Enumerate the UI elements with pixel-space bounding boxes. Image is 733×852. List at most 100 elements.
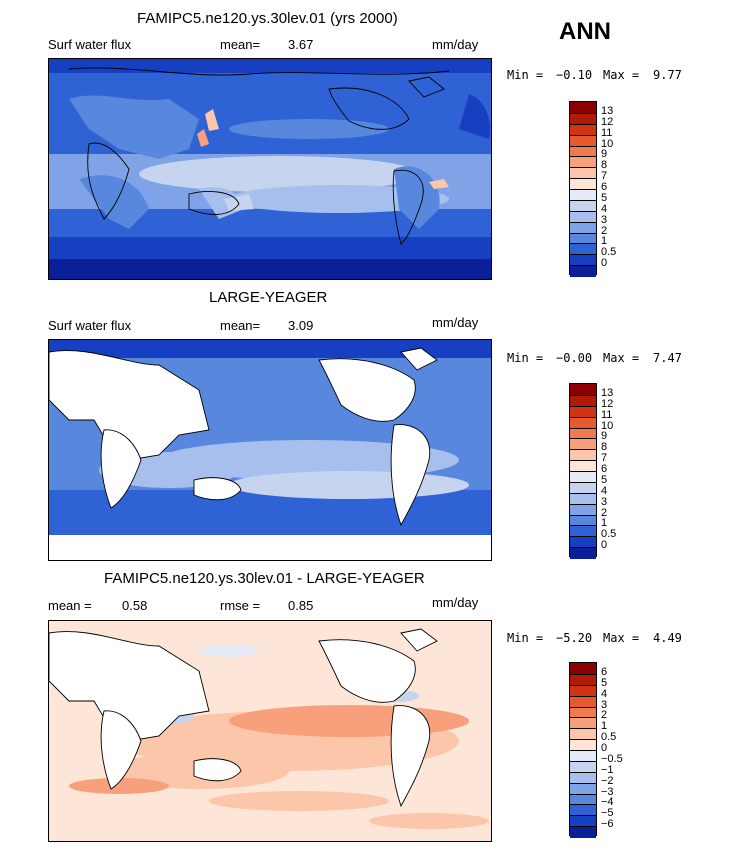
colorbar-swatch xyxy=(570,717,596,730)
colorbar-swatch xyxy=(570,782,596,795)
panel-3-max-label: Max = xyxy=(603,631,640,645)
panel-3-colorbar: 6 5 4 3 2 1 0.5 0 −0.5 −1 −2 −3 −4 −5 −6 xyxy=(569,662,623,838)
colorbar-swatch xyxy=(570,123,596,136)
panel-1-units: mm/day xyxy=(432,37,479,52)
colorbar-tick-label: 11 xyxy=(601,126,613,139)
colorbar-tick-label: 4 xyxy=(601,687,608,700)
colorbar-tick-label: 0 xyxy=(601,539,608,552)
colorbar-tick-label: −2 xyxy=(601,774,614,787)
colorbar-swatch xyxy=(570,210,596,223)
panel-1-max-label: Max = xyxy=(603,68,640,82)
panel-3-mean-value: 0.58 xyxy=(122,598,148,613)
colorbar-tick-label: −3 xyxy=(601,785,614,798)
colorbar-swatch xyxy=(570,199,596,212)
colorbar-tick-label: 13 xyxy=(601,386,614,399)
colorbar-tick-label: 5 xyxy=(601,676,608,689)
panel-2-mean-value: 3.09 xyxy=(288,318,314,333)
panel-2-units: mm/day xyxy=(432,315,479,330)
colorbar-tick-label: 4 xyxy=(601,484,608,497)
panel-2-mean-label: mean= xyxy=(220,318,261,333)
colorbar-swatch xyxy=(570,167,596,180)
colorbar-tick-label: −4 xyxy=(601,796,614,809)
panel-1-colorbar: 13 12 11 10 9 8 7 6 5 4 3 2 1 0.5 0 xyxy=(569,101,616,277)
colorbar-swatch xyxy=(570,471,596,483)
panel-3-rmse-label: rmse = xyxy=(220,598,261,613)
colorbar-swatch xyxy=(570,243,596,256)
colorbar-swatch xyxy=(570,547,596,559)
colorbar-swatch xyxy=(570,514,596,527)
panel-1-max-value: 9.77 xyxy=(653,68,682,82)
colorbar-tick-label: 0.5 xyxy=(601,246,617,259)
colorbar-swatch xyxy=(570,728,596,741)
colorbar-tick-label: −0.5 xyxy=(601,752,623,765)
colorbar-swatch xyxy=(570,492,596,505)
colorbar-swatch xyxy=(570,449,596,462)
panel-2-min-label: Min = xyxy=(507,351,544,365)
colorbar-tick-label: 0.5 xyxy=(601,731,617,744)
panel-1-mean-label: mean= xyxy=(220,37,261,52)
panel-1-min-value: −0.10 xyxy=(556,68,593,82)
colorbar-swatch xyxy=(570,771,596,784)
colorbar-tick-label: 10 xyxy=(601,419,614,432)
colorbar-tick-label: 1 xyxy=(601,235,608,248)
panel-3-map xyxy=(48,620,492,842)
colorbar-tick-label: 3 xyxy=(601,213,608,226)
colorbar-swatch xyxy=(570,760,596,773)
colorbar-tick-label: 1 xyxy=(601,517,608,530)
colorbar-swatch xyxy=(570,265,596,277)
colorbar-tick-label: 6 xyxy=(601,665,608,678)
colorbar-swatch xyxy=(570,394,596,407)
panel-2-variable-label: Surf water flux xyxy=(48,318,132,333)
colorbar-swatch xyxy=(570,826,596,838)
colorbar-tick-label: 12 xyxy=(601,397,614,410)
colorbar-tick-label: 5 xyxy=(601,473,608,486)
colorbar-swatch xyxy=(570,815,596,828)
panel-3-colorbar-boxes xyxy=(569,662,597,838)
colorbar-tick-label: −1 xyxy=(601,763,614,776)
colorbar-swatch xyxy=(570,232,596,245)
colorbar-tick-label: 9 xyxy=(601,430,608,443)
colorbar-swatch xyxy=(570,384,596,395)
panel-1-variable-label: Surf water flux xyxy=(48,37,132,52)
colorbar-swatch xyxy=(570,750,596,762)
panel-2-title: LARGE-YEAGER xyxy=(209,289,328,306)
panel-2-colorbar-boxes xyxy=(569,383,597,559)
colorbar-swatch xyxy=(570,739,596,751)
colorbar-tick-label: 6 xyxy=(601,463,608,475)
panel-3-min-value: −5.20 xyxy=(556,631,593,645)
colorbar-tick-label: 13 xyxy=(601,104,614,117)
colorbar-swatch xyxy=(570,438,596,451)
colorbar-swatch xyxy=(570,684,596,697)
colorbar-tick-label: 8 xyxy=(601,159,608,172)
colorbar-swatch xyxy=(570,706,596,719)
colorbar-tick-label: 2 xyxy=(601,224,608,237)
colorbar-swatch xyxy=(570,663,596,674)
colorbar-tick-label: 6 xyxy=(601,181,608,193)
colorbar-tick-label: 2 xyxy=(601,506,608,519)
colorbar-tick-label: 2 xyxy=(601,709,608,722)
colorbar-tick-label: 0 xyxy=(601,257,608,270)
colorbar-swatch xyxy=(570,416,596,429)
colorbar-swatch xyxy=(570,804,596,817)
colorbar-tick-label: 10 xyxy=(601,137,614,150)
colorbar-tick-label: 5 xyxy=(601,191,608,204)
colorbar-swatch xyxy=(570,102,596,113)
colorbar-tick-label: 12 xyxy=(601,115,614,128)
colorbar-tick-label: −5 xyxy=(601,807,614,820)
colorbar-swatch xyxy=(570,134,596,147)
panel-2-max-value: 7.47 xyxy=(653,351,682,365)
colorbar-swatch xyxy=(570,189,596,201)
colorbar-swatch xyxy=(570,221,596,234)
colorbar-swatch xyxy=(570,673,596,686)
colorbar-swatch xyxy=(570,156,596,169)
colorbar-swatch xyxy=(570,793,596,806)
colorbar-swatch xyxy=(570,178,596,190)
colorbar-swatch xyxy=(570,503,596,516)
colorbar-swatch xyxy=(570,427,596,440)
panel-3-units: mm/day xyxy=(432,595,479,610)
panel-1-title: FAMIPC5.ne120.ys.30lev.01 (yrs 2000) xyxy=(137,10,398,27)
colorbar-tick-label: 0.5 xyxy=(601,528,617,541)
colorbar-swatch xyxy=(570,695,596,708)
panel-3-min-label: Min = xyxy=(507,631,544,645)
colorbar-tick-label: 8 xyxy=(601,441,608,454)
